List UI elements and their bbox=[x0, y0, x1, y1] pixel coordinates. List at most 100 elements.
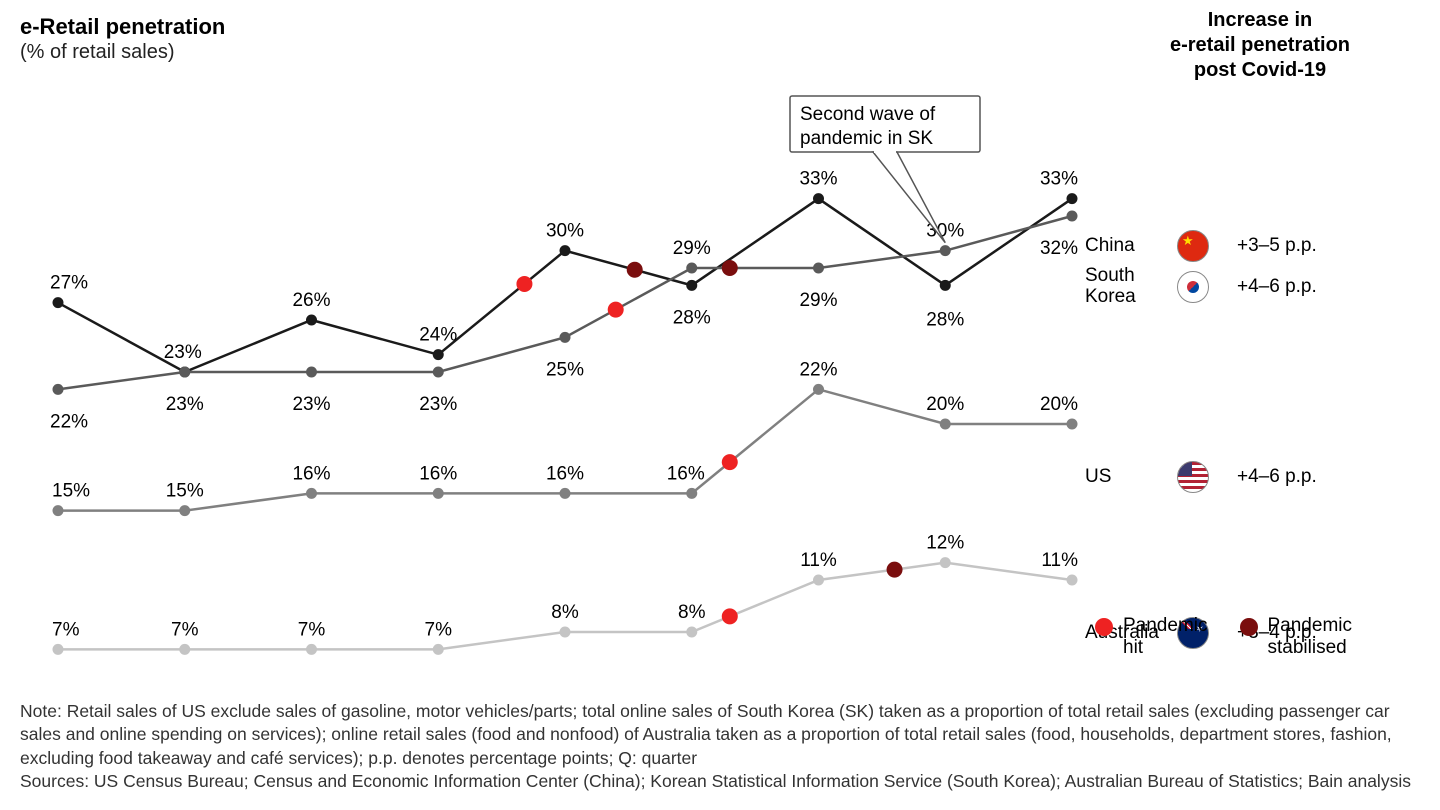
event-marker bbox=[722, 609, 738, 625]
country-legend-row: US+4–6 p.p. bbox=[1085, 453, 1425, 501]
marker-legend: Pandemichit Pandemicstabilised bbox=[1095, 615, 1435, 659]
data-label: 8% bbox=[551, 602, 579, 623]
event-marker bbox=[608, 302, 624, 318]
data-point bbox=[940, 280, 951, 291]
callout-text: Second wave of bbox=[800, 104, 936, 125]
event-marker bbox=[722, 260, 738, 276]
callout-text: pandemic in SK bbox=[800, 128, 933, 149]
data-point bbox=[560, 488, 571, 499]
data-label: 28% bbox=[673, 308, 711, 329]
country-name: China bbox=[1085, 235, 1177, 257]
data-point bbox=[433, 644, 444, 655]
footnotes: Note: Retail sales of US exclude sales o… bbox=[20, 700, 1420, 795]
data-label: 29% bbox=[673, 238, 711, 259]
data-point bbox=[1067, 575, 1078, 586]
data-point bbox=[1067, 211, 1078, 222]
legend-label: Pandemichit bbox=[1123, 615, 1208, 659]
data-label: 20% bbox=[926, 394, 964, 415]
data-point bbox=[433, 488, 444, 499]
data-point bbox=[306, 367, 317, 378]
data-point bbox=[560, 332, 571, 343]
data-label: 7% bbox=[425, 620, 453, 641]
data-point bbox=[686, 280, 697, 291]
callout-pointer bbox=[873, 152, 945, 243]
data-label: 23% bbox=[419, 394, 457, 415]
data-point bbox=[53, 384, 64, 395]
data-point bbox=[433, 367, 444, 378]
data-label: 16% bbox=[292, 464, 330, 485]
data-label: 16% bbox=[546, 464, 584, 485]
data-point bbox=[1067, 193, 1078, 204]
data-point bbox=[179, 367, 190, 378]
data-label: 20% bbox=[1040, 394, 1078, 415]
data-point bbox=[940, 419, 951, 430]
data-label: 7% bbox=[52, 620, 80, 641]
marker-legend-item: Pandemicstabilised bbox=[1240, 615, 1353, 659]
data-point bbox=[53, 297, 64, 308]
data-label: 24% bbox=[419, 325, 457, 346]
country-legend-row: SouthKorea +4–6 p.p. bbox=[1085, 263, 1425, 311]
data-label: 29% bbox=[799, 290, 837, 311]
data-label: 33% bbox=[799, 169, 837, 190]
data-point bbox=[306, 644, 317, 655]
data-point bbox=[686, 627, 697, 638]
data-point bbox=[940, 245, 951, 256]
country-delta: +3–5 p.p. bbox=[1237, 235, 1317, 257]
data-label: 28% bbox=[926, 310, 964, 331]
data-label: 11% bbox=[1041, 550, 1078, 571]
data-label: 15% bbox=[52, 481, 90, 502]
event-marker bbox=[627, 262, 643, 278]
flag-kr-icon bbox=[1177, 271, 1209, 303]
data-point bbox=[560, 627, 571, 638]
data-point bbox=[179, 505, 190, 516]
data-point bbox=[1067, 419, 1078, 430]
data-point bbox=[560, 245, 571, 256]
data-label: 15% bbox=[166, 481, 204, 502]
right-header-line: Increase in bbox=[1100, 8, 1420, 33]
data-label: 12% bbox=[926, 533, 964, 554]
event-marker bbox=[887, 562, 903, 578]
country-legend: China★ +3–5 p.p. SouthKorea +4–6 p.p. US+4–6… bbox=[1085, 135, 1425, 635]
marker-legend-item: Pandemichit bbox=[1095, 615, 1208, 659]
data-label: 23% bbox=[166, 394, 204, 415]
legend-dot-icon bbox=[1240, 618, 1258, 636]
country-name: US bbox=[1085, 466, 1177, 488]
data-label: 16% bbox=[419, 464, 457, 485]
data-label: 22% bbox=[799, 360, 837, 381]
country-delta: +4–6 p.p. bbox=[1237, 276, 1317, 298]
right-header-line: e-retail penetration bbox=[1100, 33, 1420, 58]
right-header: Increase in e-retail penetration post Co… bbox=[1100, 8, 1420, 83]
legend-dot-icon bbox=[1095, 618, 1113, 636]
data-label: 26% bbox=[292, 290, 330, 311]
data-label: 33% bbox=[1040, 169, 1078, 190]
data-point bbox=[813, 263, 824, 274]
right-header-line: post Covid-19 bbox=[1100, 58, 1420, 83]
data-point bbox=[306, 488, 317, 499]
flag-us-icon bbox=[1177, 461, 1209, 493]
data-point bbox=[686, 263, 697, 274]
data-point bbox=[813, 193, 824, 204]
data-point bbox=[306, 315, 317, 326]
data-point bbox=[813, 384, 824, 395]
data-label: 22% bbox=[50, 412, 88, 433]
flag-cn-icon: ★ bbox=[1177, 230, 1209, 262]
data-point bbox=[433, 349, 444, 360]
legend-label: Pandemicstabilised bbox=[1268, 615, 1353, 659]
line-chart: 27%23%26%24%30%28%33%28%33%22%23%23%23%2… bbox=[20, 84, 1090, 684]
data-label: 7% bbox=[298, 620, 326, 641]
data-label: 23% bbox=[292, 394, 330, 415]
data-label: 8% bbox=[678, 602, 706, 623]
data-label: 25% bbox=[546, 360, 584, 381]
data-label: 30% bbox=[546, 221, 584, 242]
data-point bbox=[813, 575, 824, 586]
data-point bbox=[53, 644, 64, 655]
sources-text: Sources: US Census Bureau; Census and Ec… bbox=[20, 770, 1420, 794]
data-point bbox=[940, 557, 951, 568]
data-point bbox=[686, 488, 697, 499]
data-point bbox=[53, 505, 64, 516]
country-name: SouthKorea bbox=[1085, 266, 1177, 308]
page: e-Retail penetration (% of retail sales)… bbox=[0, 0, 1440, 810]
data-label: 16% bbox=[667, 464, 705, 485]
event-marker bbox=[722, 454, 738, 470]
event-marker bbox=[516, 276, 532, 292]
